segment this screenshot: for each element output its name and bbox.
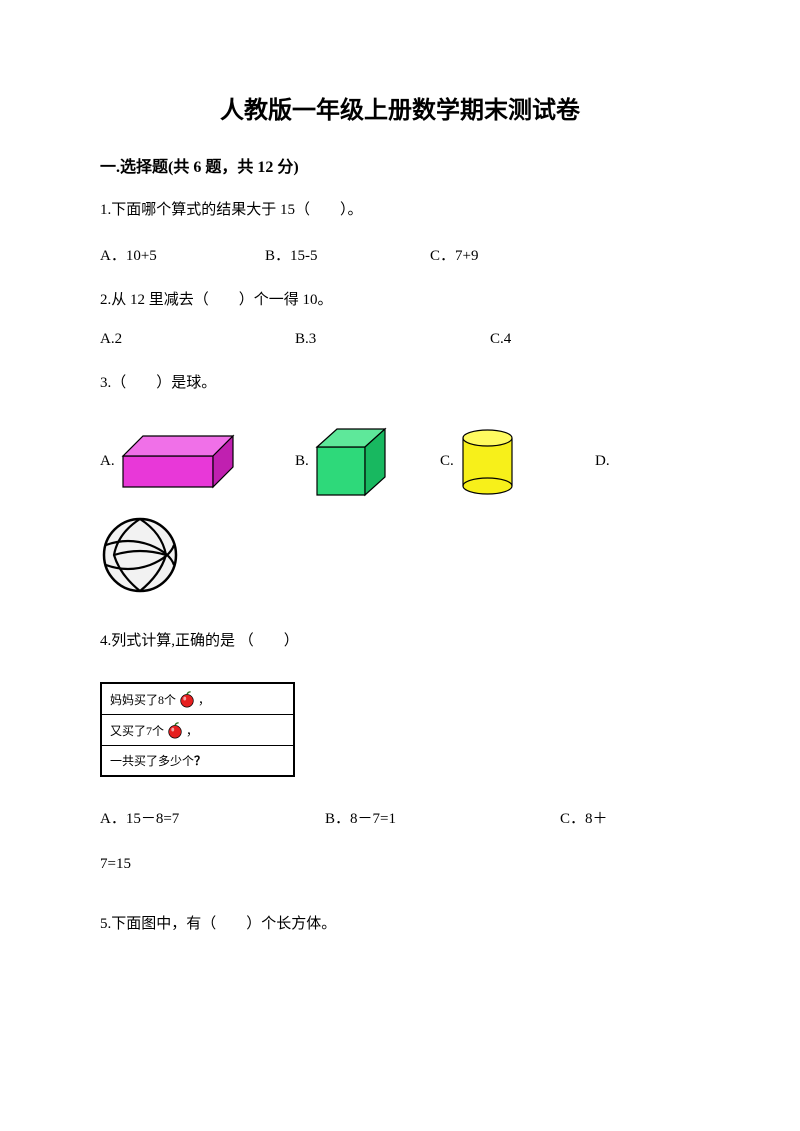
- q4-row1-text: 妈妈买了8个: [110, 691, 176, 708]
- q2-opt-b: B.3: [295, 331, 480, 348]
- q3-label-d: D.: [595, 453, 610, 470]
- q4-table-row3: 一共买了多少个 ？: [102, 746, 293, 775]
- q2-opt-a: A.2: [100, 331, 285, 348]
- q4-opt-c: C．8＋: [560, 807, 608, 828]
- q3-label-b: B.: [295, 453, 309, 470]
- cuboid-icon: [121, 434, 241, 489]
- q4-row2-comma: ，: [186, 722, 198, 739]
- q4-table-row2: 又买了7个 ，: [102, 715, 293, 746]
- q4-row3-text: 一共买了多少个: [110, 752, 194, 769]
- q4-table-row1: 妈妈买了8个 ，: [102, 684, 293, 715]
- q1-opt-b: B．15-5: [265, 244, 420, 265]
- q4-options: A．15－8=7 B．8－7=1 C．8＋: [100, 807, 700, 828]
- q3-shapes-row: A. B. C. D.: [100, 427, 700, 497]
- page-title: 人教版一年级上册数学期末测试卷: [100, 90, 700, 125]
- section-header: 一.选择题(共 6 题，共 12 分): [100, 153, 700, 177]
- q1-options: A．10+5 B．15-5 C．7+9: [100, 244, 700, 265]
- q4-row2-text: 又买了7个: [110, 722, 164, 739]
- q5-text: 5.下面图中，有（ ）个长方体。: [100, 913, 700, 936]
- q4-continuation: 7=15: [100, 856, 700, 873]
- q3-label-c: C.: [440, 453, 454, 470]
- q3-text: 3.（ ）是球。: [100, 372, 700, 395]
- q2-opt-c: C.4: [490, 331, 511, 348]
- apple-icon: [166, 721, 184, 739]
- cylinder-icon: [460, 428, 515, 496]
- q3-ball-row: [100, 515, 700, 600]
- q3-label-a: A.: [100, 453, 115, 470]
- q1-opt-a: A．10+5: [100, 244, 255, 265]
- cube-icon: [315, 427, 390, 497]
- q1-text: 1.下面哪个算式的结果大于 15（ ）。: [100, 199, 700, 222]
- q2-text: 2.从 12 里减去（ ）个一得 10。: [100, 289, 700, 312]
- q4-opt-b: B．8－7=1: [325, 807, 560, 828]
- q4-row3-qmark: ？: [194, 752, 206, 769]
- q4-row1-comma: ，: [198, 691, 210, 708]
- apple-icon: [178, 690, 196, 708]
- q4-opt-a: A．15－8=7: [100, 807, 325, 828]
- q4-text: 4.列式计算,正确的是 （ ）: [100, 630, 700, 653]
- q2-options: A.2 B.3 C.4: [100, 331, 700, 348]
- volleyball-icon: [100, 515, 180, 595]
- q4-table: 妈妈买了8个 ， 又买了7个 ， 一共买了多少个 ？: [100, 682, 295, 777]
- q1-opt-c: C．7+9: [430, 244, 478, 265]
